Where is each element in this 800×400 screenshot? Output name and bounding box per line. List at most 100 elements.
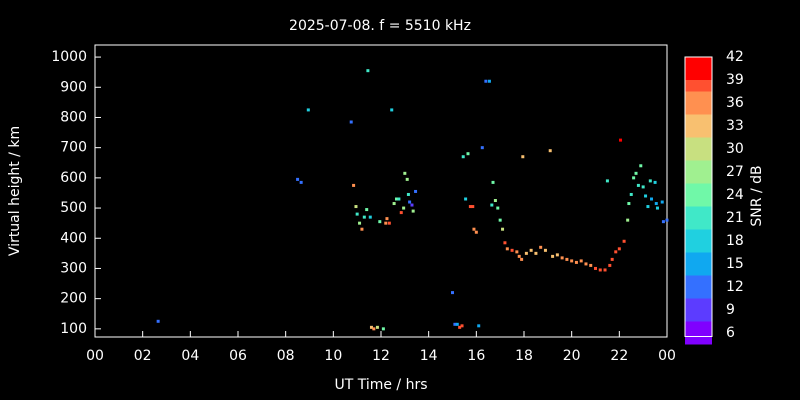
data-point [627, 202, 631, 206]
data-point [626, 218, 630, 222]
data-point [372, 327, 376, 331]
data-point [375, 325, 379, 329]
data-point [471, 205, 475, 209]
data-point [655, 206, 659, 210]
data-point [632, 176, 636, 180]
data-point [608, 263, 612, 267]
y-tick-label: 800 [60, 109, 87, 125]
x-tick-label: 10 [324, 348, 342, 364]
data-point [365, 208, 369, 212]
colorbar-band [685, 57, 712, 80]
y-tick-label: 200 [60, 291, 87, 307]
data-point [548, 149, 552, 153]
data-point [594, 266, 597, 270]
data-point [368, 215, 372, 219]
data-point [496, 206, 500, 210]
data-point [543, 248, 547, 252]
data-point [480, 146, 484, 150]
data-point [460, 324, 464, 328]
data-point [296, 177, 300, 181]
data-point [472, 227, 476, 231]
data-point [493, 199, 497, 203]
data-point [392, 202, 396, 206]
y-tick-label: 500 [60, 200, 87, 216]
data-point [387, 221, 391, 225]
data-point [464, 197, 468, 201]
x-tick-label: 00 [86, 348, 104, 364]
data-point [385, 217, 389, 221]
y-tick-label: 400 [60, 230, 87, 246]
data-point [487, 79, 491, 83]
x-tick-label: 20 [563, 348, 581, 364]
data-point [598, 268, 602, 272]
colorbar-tick-label: 6 [726, 325, 735, 341]
data-point [539, 245, 543, 249]
data-point [648, 179, 652, 183]
x-tick-label: 06 [229, 348, 247, 364]
data-point [453, 322, 457, 326]
colorbar-frame [684, 56, 713, 337]
data-point [455, 322, 459, 326]
data-point [565, 257, 569, 261]
data-point [349, 120, 353, 124]
data-point [661, 220, 665, 224]
data-point [390, 108, 394, 112]
data-point [466, 152, 470, 156]
y-axis-label: Virtual height / km [7, 126, 23, 256]
data-point [369, 325, 373, 329]
colorbar-tick-label: 9 [726, 302, 735, 318]
data-point [654, 202, 658, 206]
colorbar-tick-label: 42 [726, 49, 744, 65]
x-tick-label: 14 [420, 348, 438, 364]
x-tick-label: 02 [134, 348, 152, 364]
data-point [403, 171, 407, 175]
data-point [551, 254, 555, 258]
data-point [665, 218, 669, 222]
data-point [653, 180, 657, 184]
data-point [534, 251, 538, 255]
data-point [520, 257, 524, 261]
data-point [358, 221, 362, 225]
data-point [384, 221, 388, 225]
colorbar-band [685, 275, 712, 299]
data-point [490, 203, 494, 207]
data-point [156, 319, 160, 323]
data-point [584, 262, 588, 266]
data-point [408, 200, 412, 204]
data-point [458, 325, 462, 329]
data-point [641, 185, 645, 189]
colorbar-band [685, 91, 712, 115]
data-point [574, 260, 578, 264]
data-point [555, 253, 559, 257]
colorbar-band [685, 137, 712, 161]
data-point [603, 268, 607, 272]
data-point [402, 206, 406, 210]
data-point [362, 215, 366, 219]
data-point [629, 192, 633, 196]
y-tick-label: 300 [60, 260, 87, 276]
data-point [560, 256, 564, 260]
y-tick-label: 700 [60, 140, 87, 156]
data-point [622, 239, 626, 243]
data-point [614, 250, 618, 254]
data-point [617, 247, 621, 251]
data-point [521, 155, 525, 159]
data-point [660, 200, 664, 204]
colorbar-tick-label: 15 [726, 256, 744, 272]
x-tick-label: 12 [372, 348, 390, 364]
colorbar-band [685, 183, 712, 207]
x-tick-label: 04 [181, 348, 199, 364]
data-point [366, 69, 370, 73]
colorbar-band [685, 160, 712, 184]
data-point [414, 189, 418, 193]
colorbar-tick-label: 21 [726, 210, 744, 226]
data-point [360, 227, 364, 231]
x-tick-label: 00 [658, 348, 676, 364]
colorbar-tick-label: 24 [726, 187, 744, 203]
data-point [354, 205, 358, 209]
data-point [352, 183, 356, 187]
data-point [477, 324, 481, 328]
data-point [355, 212, 359, 216]
colorbar-band [685, 298, 712, 322]
